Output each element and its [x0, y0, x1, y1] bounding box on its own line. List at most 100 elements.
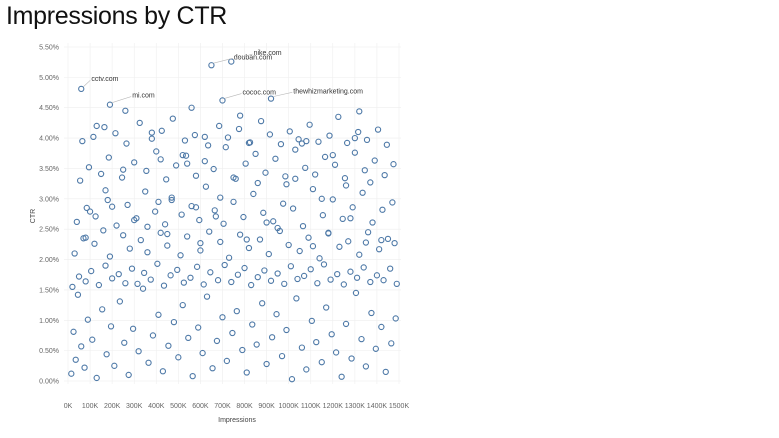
scatter-point: [191, 131, 199, 139]
y-tick-label: 4.00%: [39, 136, 59, 143]
scatter-point: [356, 251, 363, 258]
scatter-point: [88, 267, 95, 275]
y-tick-label: 3.50%: [39, 166, 59, 173]
annotation-leader-line: [213, 58, 233, 64]
scatter-point: [221, 261, 228, 269]
scatter-point: [272, 155, 279, 162]
scatter-point: [217, 194, 224, 201]
scatter-point: [292, 146, 299, 153]
scatter-point: [203, 293, 211, 300]
scatter-point: [295, 136, 302, 143]
x-tick-label: 300K: [126, 403, 143, 410]
scatter-point: [309, 243, 317, 250]
scatter-point: [79, 137, 86, 145]
scatter-point: [281, 280, 288, 287]
annotation-label: douban.com: [234, 54, 273, 61]
scatter-point: [313, 338, 320, 346]
y-tick-label: 2.50%: [39, 227, 59, 234]
scatter-point: [160, 282, 168, 289]
scatter-point: [129, 325, 137, 332]
annotation-leader-line: [224, 93, 242, 99]
scatter-point: [111, 362, 118, 369]
scatter-point: [339, 215, 346, 223]
scatter-point: [122, 280, 129, 287]
scatter-point: [106, 101, 114, 108]
scatter-point: [263, 219, 270, 226]
scatter-point: [159, 368, 167, 375]
scatter-point: [163, 176, 170, 183]
scatter-point: [220, 220, 227, 227]
scatter-point: [305, 234, 312, 241]
scatter-point: [270, 218, 277, 225]
gridlines: [64, 43, 401, 384]
scatter-point: [267, 95, 275, 102]
scatter-point: [349, 204, 356, 211]
scatter-point: [315, 138, 322, 145]
scatter-point: [268, 334, 276, 341]
scatter-point: [382, 368, 389, 376]
scatter-point: [292, 175, 299, 182]
scatter-point: [120, 232, 127, 239]
scatter-point: [128, 265, 136, 272]
scatter-point: [286, 128, 293, 135]
scatter-point: [72, 356, 79, 363]
scatter-point: [303, 137, 310, 145]
scatter-point: [187, 274, 194, 281]
scatter-point: [179, 151, 186, 159]
scatter-point: [153, 148, 160, 155]
scatter-point: [283, 326, 290, 334]
scatter-point: [342, 182, 350, 189]
scatter-point: [164, 230, 171, 238]
scatter-point: [121, 339, 128, 346]
scatter-point: [118, 174, 126, 181]
scatter-point: [282, 173, 289, 180]
scatter-point: [239, 346, 246, 354]
scatter-point: [378, 323, 385, 331]
scatter-point: [247, 281, 255, 289]
scatter-point: [288, 376, 296, 383]
annotation-label: thewhizmarketing.com: [293, 88, 363, 95]
scatter-point: [167, 272, 174, 279]
scatter-point: [206, 228, 213, 235]
scatter-point: [179, 301, 186, 309]
scatter-point: [320, 261, 328, 268]
scatter-point: [358, 335, 365, 343]
scatter-point: [101, 124, 108, 131]
scatter-point: [125, 371, 132, 379]
scatter-point: [168, 196, 175, 204]
scatter-point: [143, 167, 150, 175]
scatter-point: [175, 354, 182, 361]
scatter-point: [367, 278, 374, 286]
scatter-point: [82, 234, 89, 241]
scatter-point: [136, 119, 143, 127]
scatter-point: [235, 125, 243, 133]
scatter-point: [369, 219, 376, 226]
scatter-point: [287, 263, 295, 270]
scatter-point: [253, 341, 260, 348]
scatter-point: [76, 177, 84, 184]
scatter-point: [139, 285, 147, 292]
scatter-point: [91, 240, 98, 247]
scatter-point: [340, 281, 347, 288]
scatter-point: [81, 364, 88, 371]
scatter-point: [90, 133, 97, 141]
scatter-point: [209, 365, 216, 372]
scatter-point: [222, 144, 229, 151]
scatter-point: [243, 369, 250, 376]
x-tick-label: 700K: [214, 403, 231, 410]
scatter-point: [262, 169, 269, 176]
scatter-point: [142, 188, 149, 195]
y-tick-label: 0.50%: [39, 348, 59, 355]
y-axis-ticks: 0.00% 0.50% 1.00% 1.50% 2.00% 2.50% 3.00% 3.50%…: [39, 45, 59, 386]
scatter-point: [273, 311, 280, 318]
data-points: [68, 58, 400, 383]
y-tick-label: 5.00%: [39, 75, 59, 82]
scatter-point: [131, 159, 138, 166]
scatter-point: [157, 229, 164, 236]
scatter-point: [116, 298, 124, 305]
scatter-point: [122, 107, 129, 114]
scatter-point: [197, 239, 204, 247]
scatter-point: [362, 239, 370, 246]
scatter-point: [294, 275, 301, 283]
